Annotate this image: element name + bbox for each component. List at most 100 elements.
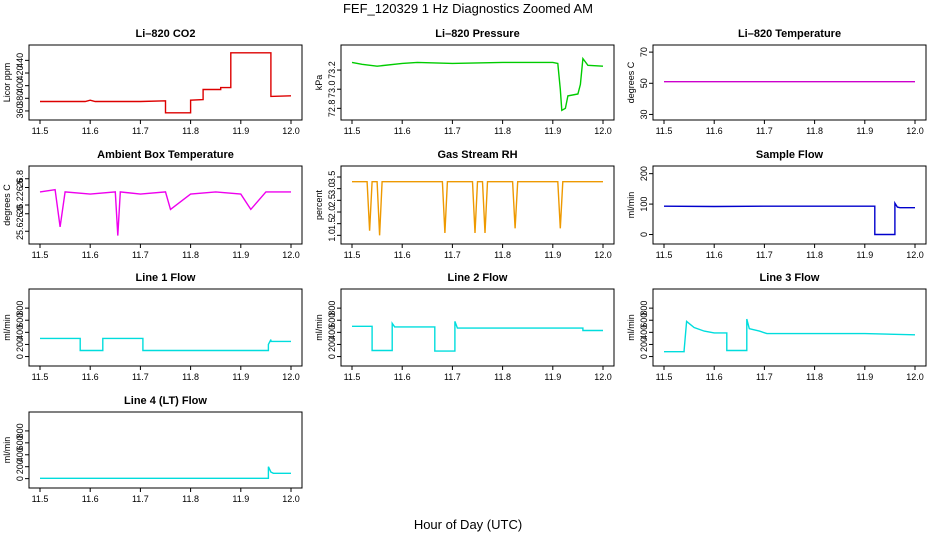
y-tick-label: 3.5 [327,171,337,184]
plot-frame [28,411,303,489]
y-tick-label: 600 [15,435,25,450]
y-tick-label: 600 [327,313,337,328]
panel-title: Line 2 Flow [448,272,508,284]
x-tick-label: 12.0 [282,250,300,260]
x-tick-label: 11.8 [494,250,511,260]
x-tick-label: 11.8 [806,250,823,260]
y-axis-label: ml/min [2,314,12,341]
x-tick-label: 11.8 [182,372,199,382]
y-axis-label: degrees C [2,184,12,226]
y-tick-label: 600 [639,313,649,328]
y-tick-label: 26.8 [15,170,25,188]
series-line [352,321,603,352]
x-axis-label: Hour of Day (UTC) [413,517,523,532]
series-line [40,337,291,352]
panel-title: Line 4 (LT) Flow [124,395,207,407]
chart-panel-5: Gas Stream RH 11.5 11.6 11.7 11.8 11.9 12.0 1.0… [314,149,615,260]
x-tick-label: 12.0 [594,126,612,136]
x-tick-label: 11.9 [232,494,249,504]
y-tick-label: 73.0 [327,80,337,98]
x-tick-label: 11.9 [232,250,249,260]
y-tick-label: 400 [15,447,25,462]
x-tick-label: 11.7 [132,250,149,260]
chart-panel-6: Sample Flow 11.5 11.6 11.7 11.8 11.9 12.0 0 100 2… [626,149,927,260]
x-tick-label: 11.7 [132,372,149,382]
x-tick-label: 11.9 [856,372,873,382]
chart-panel-7: Line 1 Flow 11.5 11.6 11.7 11.8 11.9 12.0 0 2004… [2,272,303,382]
y-tick-label: 0 [327,354,337,359]
chart-panel-1: Li–820 CO2 11.5 11.6 11.7 11.8 11.9 12.0 360380… [2,28,303,136]
x-tick-label: 11.9 [544,372,561,382]
y-axis-label: ml/min [626,192,636,219]
panel-title: Sample Flow [756,149,824,161]
plot-frame [652,44,927,121]
y-tick-label: 25.6 [15,222,25,240]
panel-title: Ambient Box Temperature [97,149,234,161]
x-tick-label: 11.5 [32,250,49,260]
chart-panel-2: Li–820 Pressure 11.5 11.6 11.7 11.8 11.9 12.0 7… [314,28,615,136]
series-line [663,200,915,236]
y-axis-label: Licor ppm [2,63,12,103]
panel-title: Li–820 CO2 [136,28,196,40]
x-tick-label: 11.6 [394,250,411,260]
chart-panel-3: Li–820 Temperature 11.5 11.6 11.7 11.8 11.9 12… [626,28,927,136]
y-tick-label: 1.0 [327,229,337,242]
y-tick-label: 26.6 [15,179,25,197]
x-tick-label: 11.7 [756,126,773,136]
series-line [664,318,916,353]
panel-title: Li–820 Pressure [435,28,519,40]
y-tick-label: 400 [639,325,649,340]
x-tick-label: 11.8 [182,126,199,136]
x-tick-label: 12.0 [594,250,612,260]
y-tick-label: 2.0 [327,206,337,219]
plot-frame [28,165,303,245]
y-axis-label: ml/min [2,437,12,464]
y-tick-label: 26.0 [15,205,25,223]
y-tick-label: 360 [15,103,25,118]
y-tick-label: 400 [327,325,337,340]
plot-frame [28,288,303,367]
x-tick-label: 11.8 [182,250,199,260]
y-tick-label: 800 [15,423,25,438]
y-tick-label: 440 [15,53,25,68]
y-tick-label: 420 [15,66,25,81]
y-tick-label: 800 [15,301,25,316]
x-tick-label: 11.8 [494,372,511,382]
y-tick-label: 26.2 [15,196,25,214]
x-tick-label: 11.6 [706,250,723,260]
x-tick-label: 11.5 [344,126,361,136]
plot-frame [652,288,927,367]
y-tick-label: 30 [639,109,649,119]
y-tick-label: 0 [639,354,649,359]
x-tick-label: 11.9 [232,126,249,136]
y-tick-label: 70 [639,47,649,57]
x-tick-label: 11.6 [394,126,411,136]
y-axis-label: percent [314,189,324,220]
y-axis-label: ml/min [314,314,324,341]
x-tick-label: 11.9 [856,126,873,136]
x-tick-label: 12.0 [594,372,612,382]
x-tick-label: 11.6 [82,250,99,260]
x-tick-label: 11.5 [32,372,49,382]
y-tick-label: 2.5 [327,194,337,207]
x-tick-label: 11.6 [82,372,99,382]
x-tick-label: 12.0 [282,494,300,504]
y-tick-label: 200 [15,459,25,474]
x-tick-label: 11.8 [182,494,199,504]
series-line [351,56,604,112]
panel-title: Li–820 Temperature [738,28,841,40]
x-tick-label: 11.9 [544,250,561,260]
x-tick-label: 11.8 [806,126,823,136]
y-tick-label: 600 [15,313,25,328]
plot-frame [340,288,615,367]
panel-title: Gas Stream RH [437,149,517,161]
y-tick-label: 200 [639,337,649,352]
x-tick-label: 11.5 [656,126,673,136]
panel-title: Line 3 Flow [760,272,820,284]
x-tick-label: 12.0 [906,126,924,136]
panel-title: Line 1 Flow [136,272,196,284]
x-tick-label: 11.5 [32,494,49,504]
x-tick-label: 12.0 [282,126,300,136]
